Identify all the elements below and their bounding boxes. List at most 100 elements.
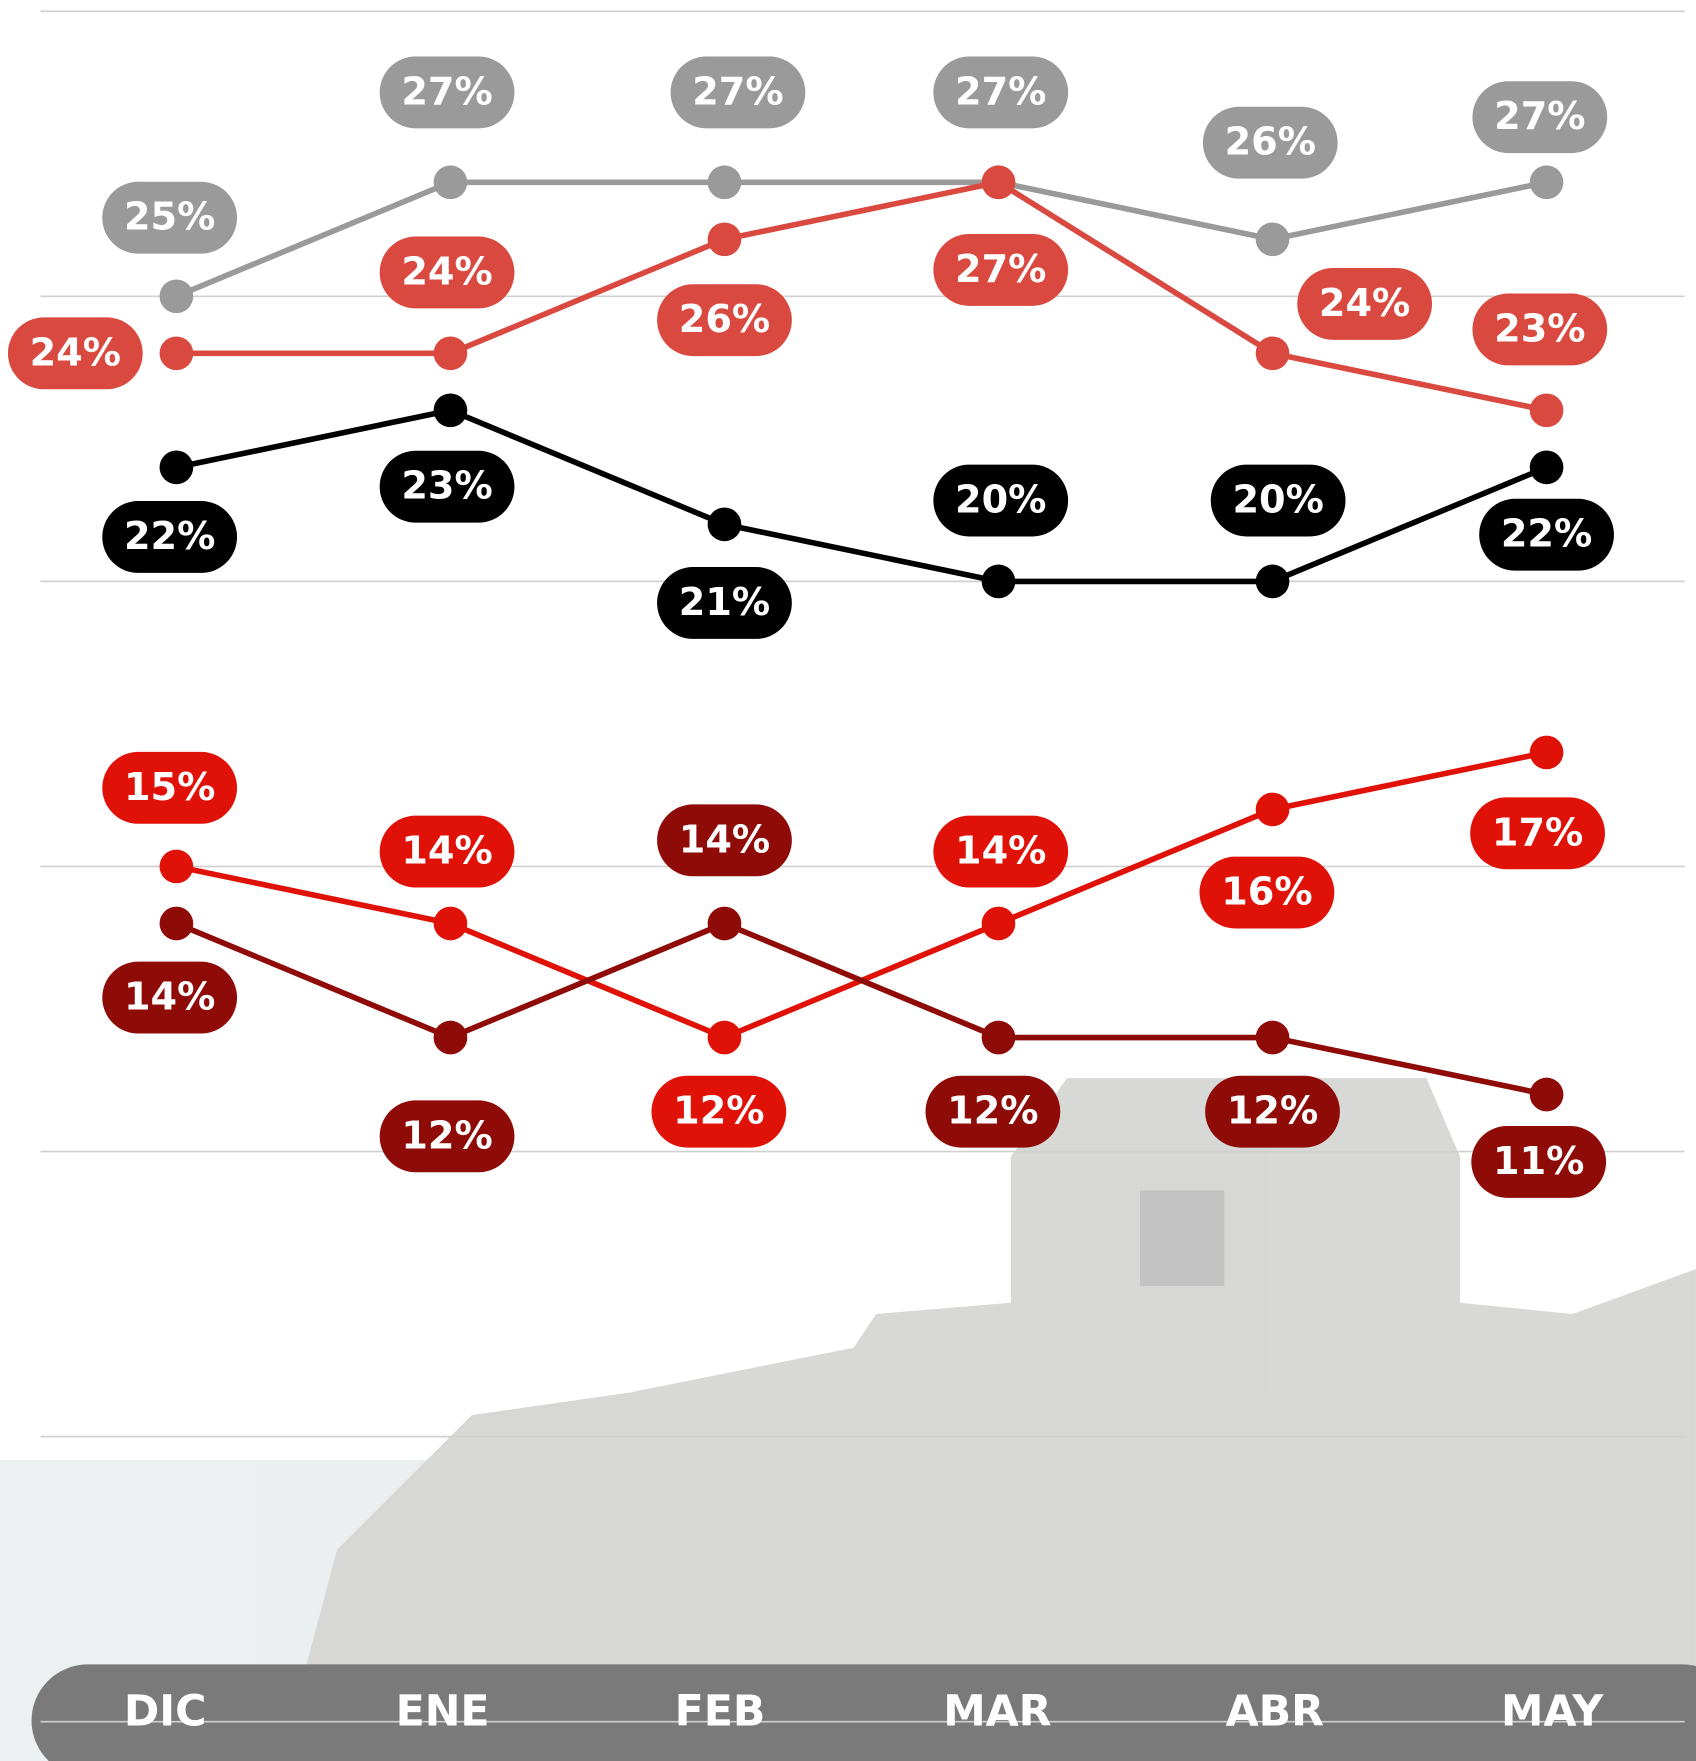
value-label: 20% xyxy=(955,479,1046,523)
value-label-pill xyxy=(102,961,238,1034)
value-label: 11% xyxy=(1493,1140,1584,1184)
data-point xyxy=(707,507,742,542)
data-point xyxy=(1529,393,1564,428)
value-label: 23% xyxy=(401,465,492,509)
value-label-pill xyxy=(7,317,143,390)
data-point xyxy=(981,165,1016,200)
value-label: 27% xyxy=(955,70,1046,114)
value-label-pill xyxy=(657,567,792,639)
data-point xyxy=(159,849,194,884)
value-label-pill xyxy=(1472,81,1608,154)
value-label-pill xyxy=(670,56,806,129)
x-tick-label: ENE xyxy=(396,1687,490,1737)
data-point xyxy=(1529,1077,1564,1112)
series-line xyxy=(175,407,1548,585)
value-label: 25% xyxy=(124,196,215,240)
value-label: 22% xyxy=(124,515,215,559)
value-label: 27% xyxy=(955,248,1046,292)
value-label-pill xyxy=(379,236,515,309)
value-label: 14% xyxy=(955,830,1046,874)
data-point xyxy=(159,279,194,314)
x-tick-label: DIC xyxy=(124,1687,207,1737)
data-point xyxy=(981,564,1016,599)
data-point xyxy=(707,165,742,200)
value-label: 14% xyxy=(679,818,770,862)
value-label: 14% xyxy=(124,976,215,1020)
value-label-pill xyxy=(1205,1075,1340,1148)
data-point xyxy=(1529,735,1564,770)
value-label: 24% xyxy=(30,331,121,375)
value-label: 17% xyxy=(1492,811,1583,855)
data-point xyxy=(707,906,742,941)
x-axis-bar xyxy=(31,1664,1696,1761)
data-point xyxy=(159,906,194,941)
series-line xyxy=(175,920,1548,1098)
value-label: 20% xyxy=(1232,479,1323,523)
data-point xyxy=(1255,564,1290,599)
data-point xyxy=(159,450,194,485)
data-point xyxy=(981,1020,1016,1055)
value-label-pill xyxy=(1199,856,1335,929)
data-point xyxy=(981,906,1016,941)
value-label-pill xyxy=(1210,464,1346,537)
value-label: 12% xyxy=(673,1090,764,1134)
value-label: 24% xyxy=(401,250,492,294)
x-tick-label: MAR xyxy=(943,1687,1051,1737)
value-label-pill xyxy=(1202,106,1338,179)
data-point xyxy=(159,336,194,371)
data-point xyxy=(433,165,468,200)
data-point xyxy=(433,1020,468,1055)
value-label: 21% xyxy=(679,581,770,625)
value-label-pill xyxy=(657,804,792,877)
x-tick-label: MAY xyxy=(1501,1687,1604,1737)
value-label: 27% xyxy=(692,70,783,114)
data-point xyxy=(433,393,468,428)
data-point xyxy=(1529,165,1564,200)
data-point xyxy=(433,336,468,371)
value-label-pill xyxy=(379,56,515,129)
value-label: 26% xyxy=(679,298,770,342)
value-label-pill xyxy=(1479,498,1614,571)
x-tick-label: FEB xyxy=(675,1687,766,1737)
value-label: 16% xyxy=(1221,871,1312,915)
value-label-pill xyxy=(102,501,238,573)
value-label: 23% xyxy=(1494,307,1585,351)
series-line xyxy=(175,749,1548,1041)
value-label-pill xyxy=(933,233,1069,306)
value-label-pill xyxy=(657,284,792,357)
data-point xyxy=(433,906,468,941)
background xyxy=(0,1078,1696,1761)
data-point xyxy=(707,222,742,257)
value-label: 12% xyxy=(947,1090,1038,1134)
value-label-pill xyxy=(379,815,515,888)
value-label-pill xyxy=(1472,293,1608,366)
value-label-pill xyxy=(1471,1125,1607,1198)
value-label-pill xyxy=(379,1100,515,1173)
value-label-pill xyxy=(379,450,515,523)
value-label: 12% xyxy=(1227,1090,1318,1134)
value-label-pill xyxy=(933,464,1069,537)
value-label-pill xyxy=(1470,797,1605,870)
x-tick-label: ABR xyxy=(1226,1687,1324,1737)
value-label-pill xyxy=(102,181,238,254)
data-point xyxy=(1529,450,1564,485)
data-point xyxy=(1255,222,1290,257)
data-point xyxy=(1255,336,1290,371)
value-label: 27% xyxy=(1494,95,1585,139)
value-label: 22% xyxy=(1501,513,1592,557)
value-label: 26% xyxy=(1225,121,1316,165)
value-label: 12% xyxy=(401,1114,492,1158)
data-point xyxy=(1255,792,1290,827)
data-point xyxy=(1255,1020,1290,1055)
value-label: 14% xyxy=(401,830,492,874)
value-label-pill xyxy=(102,751,238,824)
value-label-pill xyxy=(925,1075,1061,1148)
value-label: 24% xyxy=(1319,282,1410,326)
value-label-pill xyxy=(933,815,1069,888)
value-label-pill xyxy=(651,1075,787,1148)
value-label: 27% xyxy=(401,70,492,114)
series-line xyxy=(176,179,1548,414)
series-line xyxy=(175,179,1548,299)
data-point xyxy=(707,1020,742,1055)
